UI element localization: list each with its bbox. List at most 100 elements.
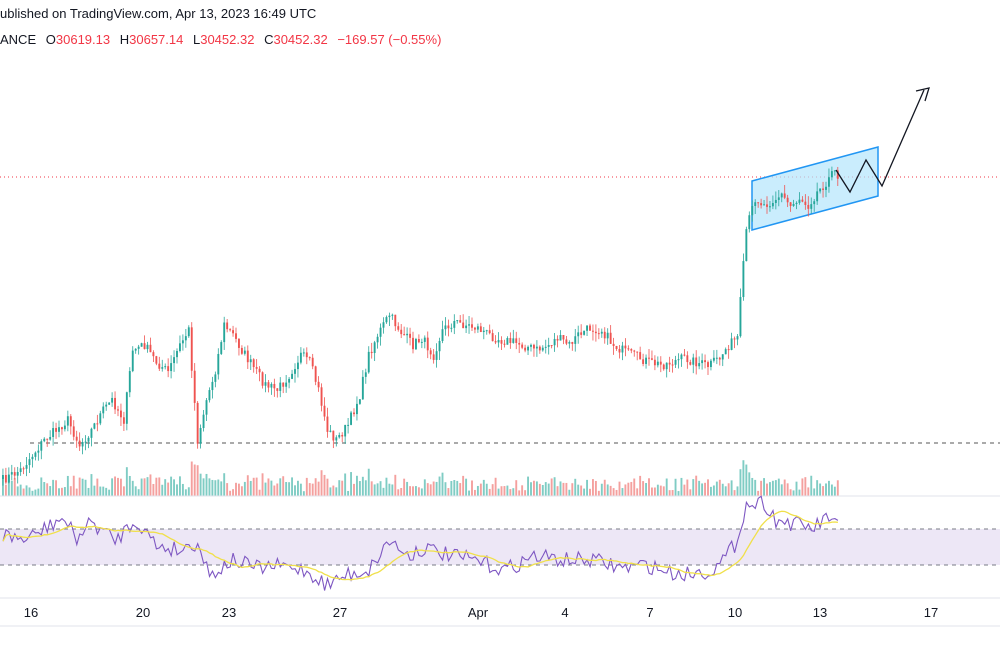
- volume-bar: [553, 477, 556, 496]
- candle-body: [724, 349, 727, 355]
- volume-bars: [2, 460, 839, 496]
- volume-bar: [550, 478, 553, 496]
- candle-body: [308, 357, 311, 359]
- candle-body: [718, 357, 721, 360]
- candle-body: [615, 346, 618, 349]
- volume-bar: [795, 481, 798, 496]
- candle-body: [674, 359, 677, 365]
- candle-body: [367, 351, 370, 373]
- volume-bar: [170, 476, 173, 496]
- volume-bar: [547, 483, 550, 496]
- candle-body: [78, 440, 81, 447]
- candle-body: [727, 349, 730, 351]
- volume-bar: [766, 483, 768, 496]
- candle-body: [217, 353, 220, 375]
- volume-bar: [435, 481, 438, 496]
- candle-body: [22, 468, 25, 470]
- candle-body: [659, 361, 662, 365]
- volume-bar: [341, 480, 344, 496]
- candle-body: [547, 345, 550, 347]
- volume-bar: [75, 488, 78, 496]
- candle-body: [114, 397, 116, 410]
- candle-body: [471, 324, 473, 328]
- volume-bar: [181, 483, 184, 496]
- volume-bar: [108, 489, 111, 496]
- candle-body: [66, 416, 69, 426]
- volume-bar: [211, 479, 214, 496]
- candle-body: [131, 350, 134, 372]
- volume-bar: [592, 479, 594, 496]
- candle-body: [37, 450, 40, 453]
- candle-body: [533, 344, 535, 349]
- candle-body: [777, 197, 780, 200]
- candle-body: [836, 170, 839, 179]
- volume-bar: [415, 486, 417, 496]
- flag-channel: [751, 146, 879, 231]
- volume-bar: [49, 486, 52, 496]
- volume-bar: [158, 477, 161, 496]
- rsi-indicator: [2, 495, 839, 591]
- volume-bar: [506, 485, 509, 496]
- volume-bar: [712, 485, 715, 496]
- volume-bar: [105, 487, 108, 496]
- candle-body: [447, 325, 450, 329]
- volume-bar: [288, 482, 291, 496]
- volume-bar: [338, 480, 341, 496]
- candle-body: [252, 359, 255, 368]
- candle-body: [332, 430, 335, 441]
- candle-body: [149, 344, 152, 353]
- volume-bar: [400, 487, 403, 496]
- candle-body: [55, 428, 57, 432]
- candle-body: [223, 322, 226, 343]
- candle-body: [326, 416, 329, 432]
- candle-body: [739, 297, 742, 337]
- volume-bar: [305, 477, 308, 496]
- volume-bar: [28, 487, 31, 496]
- candle-body: [240, 347, 243, 354]
- volume-bar: [792, 490, 795, 496]
- volume-bar: [261, 473, 264, 496]
- volume-bar: [13, 478, 16, 496]
- candle-body: [199, 428, 202, 444]
- candle-body: [205, 400, 208, 415]
- candle-body: [583, 330, 586, 335]
- candle-body: [356, 403, 358, 415]
- volume-bar: [335, 487, 338, 496]
- volume-bar: [494, 477, 497, 496]
- candle-body: [72, 426, 75, 437]
- volume-bar: [509, 489, 512, 496]
- volume-bar: [689, 489, 692, 496]
- candle-body: [662, 364, 665, 370]
- candle-body: [715, 357, 718, 359]
- volume-bar: [485, 483, 488, 496]
- candle-body: [102, 406, 105, 414]
- candle-body: [238, 338, 240, 348]
- volume-bar: [146, 477, 149, 496]
- volume-bar: [267, 478, 270, 496]
- volume-bar: [134, 486, 137, 496]
- volume-bar: [521, 485, 524, 496]
- volume-bar: [317, 481, 320, 496]
- volume-bar: [538, 483, 541, 496]
- candle-body: [134, 348, 137, 351]
- volume-bar: [199, 473, 202, 496]
- volume-bar: [783, 479, 786, 496]
- volume-bar: [600, 483, 603, 496]
- volume-bar: [718, 479, 721, 496]
- volume-bar: [223, 473, 226, 496]
- candle-body: [196, 402, 199, 444]
- volume-bar: [205, 473, 208, 496]
- candle-body: [137, 346, 140, 349]
- candle-body: [521, 344, 524, 348]
- candle-body: [258, 368, 261, 373]
- candle-body: [450, 327, 453, 329]
- candle-body: [243, 350, 246, 354]
- volume-bar: [329, 487, 332, 496]
- volume-bar: [810, 475, 813, 496]
- candle-body: [140, 343, 143, 347]
- close-label: C: [264, 32, 274, 47]
- candle-body: [479, 326, 482, 333]
- candle-body: [807, 204, 810, 209]
- candle-body: [423, 337, 426, 342]
